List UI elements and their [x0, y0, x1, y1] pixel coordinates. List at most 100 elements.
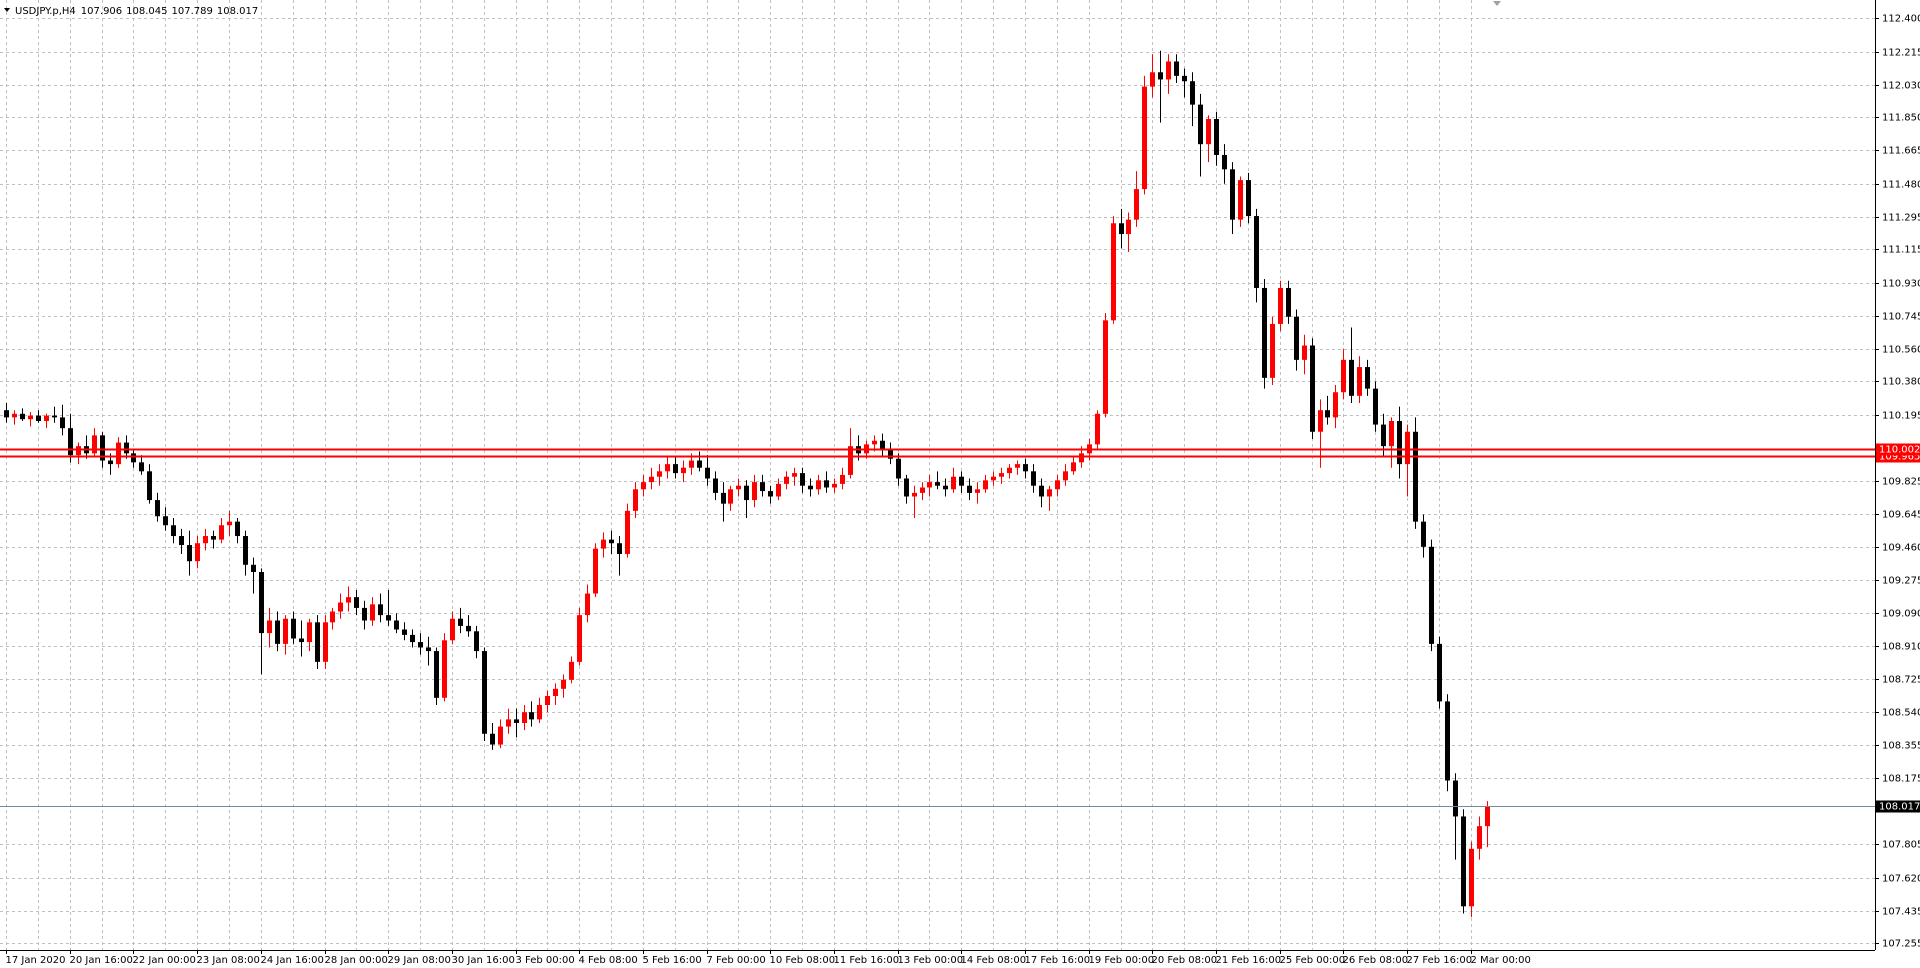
y-tick-label: 110.930 — [1882, 279, 1920, 290]
candle-body — [1039, 485, 1044, 497]
y-tick-label: 109.825 — [1882, 477, 1920, 488]
candle-body — [1325, 410, 1330, 418]
candle-body — [1142, 86, 1147, 190]
y-tick-label: 110.195 — [1882, 411, 1920, 422]
candle-body — [760, 482, 765, 492]
candle-body — [171, 525, 176, 537]
hline-label: 110.002 — [1879, 445, 1920, 456]
candle-body — [20, 413, 25, 420]
candle-body — [673, 464, 678, 474]
candle-body — [1254, 216, 1259, 288]
candle-body — [585, 593, 590, 616]
x-tick-label: 28 Jan 00:00 — [325, 955, 388, 966]
candle-body — [943, 485, 948, 490]
candle-body — [482, 651, 487, 734]
candle-body — [1349, 359, 1354, 396]
candle-body — [1055, 480, 1060, 490]
header-close: 108.017 — [217, 6, 258, 17]
hline-label: 109.965 — [1879, 452, 1920, 463]
candle-body — [450, 618, 455, 641]
candle-body — [880, 440, 885, 450]
menu-arrow[interactable] — [4, 8, 10, 12]
candle-body — [1134, 189, 1139, 220]
x-tick-label: 20 Feb 08:00 — [1152, 955, 1218, 966]
header-open: 107.906 — [81, 6, 122, 17]
candle-body — [1429, 546, 1434, 644]
candle-body — [816, 480, 821, 490]
candle-body — [1119, 223, 1124, 235]
candle-body — [1294, 316, 1299, 360]
candle-body — [394, 620, 399, 630]
candle-body — [681, 467, 686, 474]
candle-body — [251, 564, 256, 572]
candle-body — [490, 733, 495, 745]
candle-body — [601, 539, 606, 549]
candle-body — [506, 719, 511, 727]
candle-body — [569, 661, 574, 680]
x-tick-label: 19 Feb 00:00 — [1089, 955, 1155, 966]
candle-body — [1198, 104, 1203, 145]
candle-body — [1126, 219, 1131, 235]
candle-body — [514, 719, 519, 723]
candle-body — [307, 622, 312, 643]
candle-body — [617, 543, 622, 555]
candle-body — [697, 460, 702, 468]
candle-body — [593, 548, 598, 594]
candle-body — [466, 625, 471, 632]
candle-body — [498, 726, 503, 745]
candle-body — [442, 640, 447, 698]
candle-body — [1015, 464, 1020, 468]
candle-body — [124, 442, 129, 454]
y-tick-label: 108.175 — [1882, 774, 1920, 785]
y-tick-label: 111.665 — [1882, 146, 1920, 157]
candle-body — [1230, 169, 1235, 220]
candle-body — [665, 464, 670, 472]
candle-body — [362, 607, 367, 621]
candle-body — [195, 543, 200, 562]
y-tick-label: 107.255 — [1882, 939, 1920, 950]
candle-body — [1047, 489, 1052, 497]
candle-body — [100, 435, 105, 461]
candle-body — [354, 597, 359, 608]
candle-body — [1397, 420, 1402, 465]
candle-body — [792, 473, 797, 477]
y-tick-label: 108.355 — [1882, 741, 1920, 752]
candle-body — [1166, 61, 1171, 80]
candle-body — [872, 440, 877, 445]
candle-body — [219, 525, 224, 540]
candle-body — [1373, 388, 1378, 425]
x-tick-label: 29 Jan 08:00 — [388, 955, 451, 966]
candle-body — [1333, 392, 1338, 418]
candle-body — [299, 638, 304, 643]
candle-body — [967, 485, 972, 493]
x-tick-label: 2 Mar 00:00 — [1471, 955, 1531, 966]
candle-body — [155, 500, 160, 517]
y-tick-label: 110.380 — [1882, 377, 1920, 388]
candle-body — [1310, 345, 1315, 432]
candles — [4, 50, 1490, 918]
candle-body — [434, 651, 439, 698]
candle-body — [577, 615, 582, 662]
x-tick-label: 24 Jan 16:00 — [261, 955, 324, 966]
candle-body — [1063, 471, 1068, 481]
candle-body — [991, 476, 996, 481]
candle-body — [1341, 359, 1346, 393]
shift-marker — [1493, 1, 1501, 6]
candle-body — [267, 620, 272, 634]
candle-body — [1421, 521, 1426, 547]
candle-body — [474, 631, 479, 652]
candle-body — [1190, 81, 1195, 105]
candle-body — [1246, 180, 1251, 217]
candle-body — [800, 473, 805, 486]
x-tick-label: 7 Feb 00:00 — [707, 955, 766, 966]
candle-body — [108, 460, 113, 465]
y-tick-label: 107.620 — [1882, 874, 1920, 885]
y-tick-label: 107.435 — [1882, 907, 1920, 918]
candle-body — [537, 704, 542, 720]
candle-body — [1357, 367, 1362, 396]
candle-body — [1365, 367, 1370, 389]
x-tick-label: 22 Jan 00:00 — [133, 955, 196, 966]
candle-body — [1071, 462, 1076, 472]
x-tick-label: 25 Feb 00:00 — [1280, 955, 1346, 966]
